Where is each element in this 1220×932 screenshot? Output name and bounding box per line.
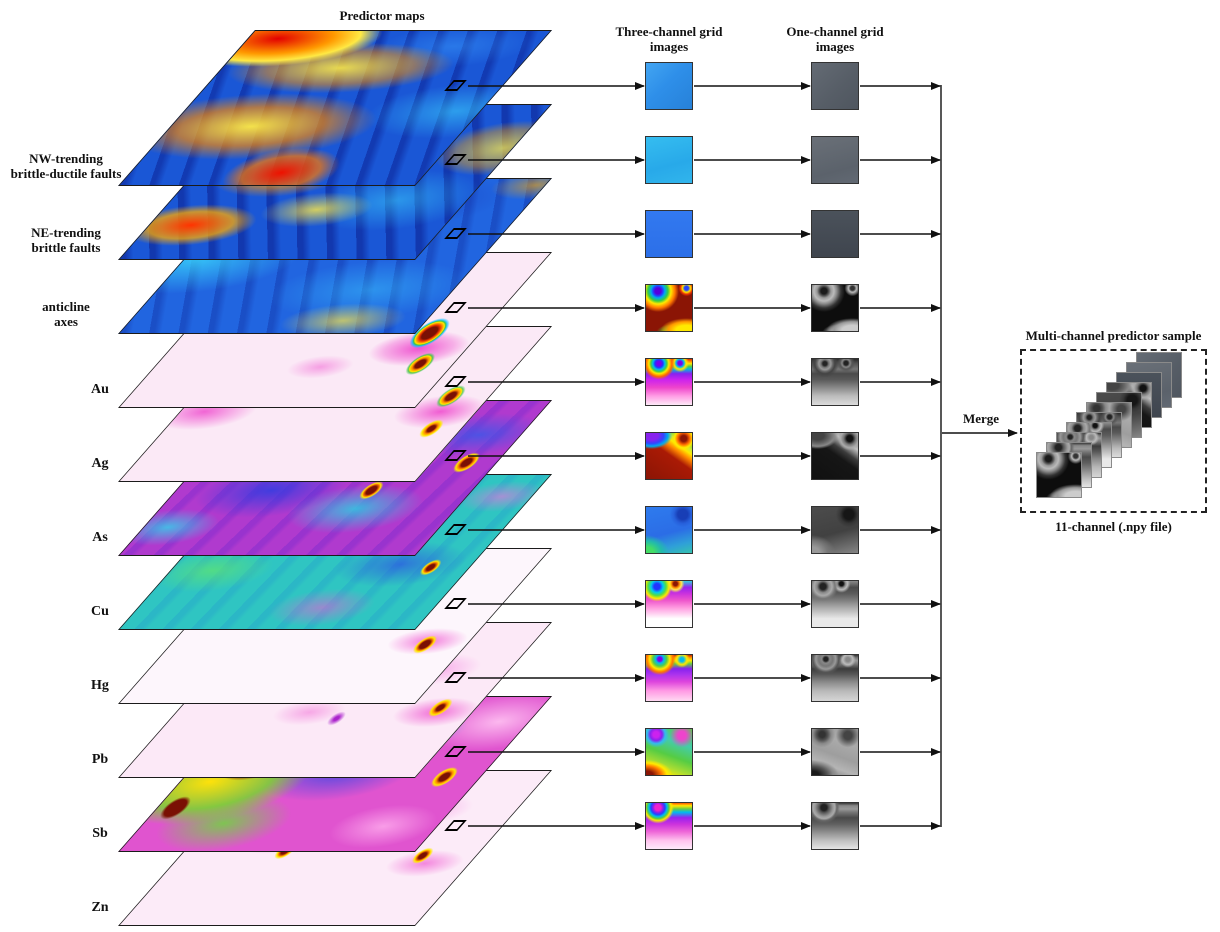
one-channel-thumb-ne-faults <box>811 136 859 184</box>
three-channel-thumb-nw-faults <box>645 62 693 110</box>
three-channel-thumb-au <box>645 284 693 332</box>
merge-label: Merge <box>962 411 1000 426</box>
three-channel-thumb-as <box>645 432 693 480</box>
map-label-line: brittle faults <box>31 239 101 255</box>
one-channel-thumb-as <box>811 432 859 480</box>
three-channel-thumb-ag <box>645 358 693 406</box>
map-label-line: Cu <box>91 604 109 619</box>
map-label-line: anticline <box>42 299 90 314</box>
one-channel-thumb-hg <box>811 580 859 628</box>
map-label-anticline-axes: anticline axes <box>0 299 132 329</box>
three-channel-header: Three-channel grid images <box>615 24 723 54</box>
map-label-line: As <box>92 530 108 545</box>
three-channel-thumb-sb <box>645 728 693 776</box>
one-channel-thumb-nw-faults <box>811 62 859 110</box>
output-caption: 11-channel (.npy file) <box>1055 519 1172 534</box>
map-label-hg: Hg <box>64 678 136 694</box>
three-channel-thumb-pb <box>645 654 693 702</box>
three-channel-thumb-cu <box>645 506 693 554</box>
one-channel-thumb-cu <box>811 506 859 554</box>
one-channel-thumb-sb <box>811 728 859 776</box>
map-label-au: Au <box>64 382 136 398</box>
map-label-line: brittle-ductile faults <box>10 165 122 181</box>
predictor-maps-header: Predictor maps <box>339 8 425 23</box>
one-channel-thumb-zn <box>811 802 859 850</box>
three-channel-thumb-ne-faults <box>645 136 693 184</box>
map-label-pb: Pb <box>64 752 136 768</box>
one-channel-thumb-ag <box>811 358 859 406</box>
map-label-sb: Sb <box>64 826 136 842</box>
map-label-line: axes <box>54 313 78 329</box>
map-label-ne-faults: NE-trending brittle faults <box>0 225 132 255</box>
output-title: Multi-channel predictor sample <box>1025 328 1202 343</box>
map-label-line: NE-trending <box>31 225 101 240</box>
map-label-line: Au <box>91 382 109 397</box>
map-label-line: Sb <box>92 826 108 841</box>
map-label-cu: Cu <box>64 604 136 620</box>
map-label-line: Pb <box>91 752 109 767</box>
map-label-line: Zn <box>91 900 109 915</box>
map-label-ag: Ag <box>64 456 136 472</box>
map-label-zn: Zn <box>64 900 136 916</box>
three-channel-thumb-hg <box>645 580 693 628</box>
three-channel-thumb-anticline-axes <box>645 210 693 258</box>
one-channel-header: One-channel grid images <box>786 24 884 54</box>
map-label-line: Hg <box>91 678 109 693</box>
map-label-nw-faults: NW-trending brittle-ductile faults <box>0 151 132 181</box>
one-channel-thumb-anticline-axes <box>811 210 859 258</box>
map-label-line: NW-trending <box>29 151 103 166</box>
map-label-line: Ag <box>91 456 109 471</box>
three-channel-thumb-zn <box>645 802 693 850</box>
map-label-as: As <box>64 530 136 546</box>
one-channel-thumb-au <box>811 284 859 332</box>
one-channel-thumb-pb <box>811 654 859 702</box>
stack-image-1 <box>1036 452 1082 498</box>
